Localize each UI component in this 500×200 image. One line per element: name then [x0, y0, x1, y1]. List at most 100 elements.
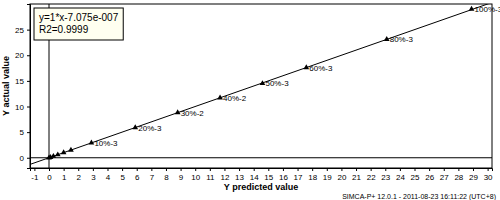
x-axis: -101234567891011121314151617181920212223…: [31, 168, 494, 182]
x-tick: 13: [235, 168, 244, 182]
x-tick-label: 30: [484, 173, 493, 182]
y-tick: 5: [20, 128, 30, 137]
x-tick-mark: [371, 168, 372, 171]
x-tick-mark: [385, 168, 386, 171]
chart: -101234567891011121314151617181920212223…: [0, 0, 500, 200]
y-tick-label: 10: [15, 103, 24, 112]
y-tick-mark: [27, 107, 30, 108]
x-tick-label: 19: [323, 173, 332, 182]
footer: SIMCA-P+ 12.0.1 - 2011-08-23 16:11:22 (U…: [342, 193, 496, 200]
x-tick-mark: [34, 168, 35, 171]
point: [175, 109, 181, 114]
y-tick: 25: [15, 26, 30, 35]
x-tick-mark: [473, 168, 474, 171]
x-tick-label: 0: [47, 173, 52, 182]
x-tick-mark: [239, 168, 240, 171]
x-tick: 12: [220, 168, 229, 182]
x-tick-label: 21: [352, 173, 361, 182]
fit-line: [30, 4, 492, 164]
x-tick-mark: [151, 168, 152, 171]
x-tick-label: 16: [279, 173, 288, 182]
point: [61, 149, 67, 154]
y-tick-label: 15: [15, 77, 24, 86]
point: [132, 124, 138, 129]
x-tick-mark: [400, 168, 401, 171]
point-label: 80%-3: [390, 35, 414, 44]
x-tick: 15: [264, 168, 273, 182]
x-tick-mark: [327, 168, 328, 171]
x-axis-line: [31, 169, 493, 172]
x-tick-label: 27: [440, 173, 449, 182]
y-tick-mark: [27, 158, 30, 159]
x-tick: 11: [206, 168, 215, 182]
x-tick-mark: [444, 168, 445, 171]
y-tick: 15: [15, 77, 30, 86]
x-tick-mark: [356, 168, 357, 171]
x-tick-label: 29: [469, 173, 478, 182]
point: [217, 95, 223, 100]
x-tick-mark: [107, 168, 108, 171]
x-tick: 20: [337, 168, 346, 182]
plot-area: -101234567891011121314151617181920212223…: [15, 2, 500, 181]
y-axis: 0 5 10 15 20 25: [15, 5, 30, 169]
y-tick-label: 25: [15, 26, 24, 35]
y-tick-label: 0: [20, 154, 25, 163]
x-tick: 21: [352, 168, 361, 182]
x-tick-label: 7: [150, 173, 155, 182]
x-tick-label: 5: [120, 173, 125, 182]
point-label: 30%-2: [181, 109, 205, 118]
x-tick-mark: [195, 168, 196, 171]
x-tick-mark: [137, 168, 138, 171]
point: [55, 151, 61, 156]
x-tick-mark: [181, 168, 182, 171]
x-tick-label: 2: [77, 173, 82, 182]
x-tick-label: 6: [135, 173, 140, 182]
y-tick-mark: [27, 81, 30, 82]
x-tick: 18: [308, 168, 317, 182]
x-tick: 23: [381, 168, 390, 182]
point-label: 10%-3: [94, 139, 118, 148]
point: [469, 6, 475, 11]
x-tick: 5: [120, 168, 125, 182]
x-tick-mark: [210, 168, 211, 171]
x-tick-label: 3: [91, 173, 96, 182]
x-tick-label: 26: [425, 173, 434, 182]
x-tick-mark: [429, 168, 430, 171]
x-tick-mark: [122, 168, 123, 171]
point-label: 60%-3: [309, 64, 333, 73]
x-tick-label: 20: [337, 173, 346, 182]
x-tick-mark: [166, 168, 167, 171]
x-tick: 25: [411, 168, 420, 182]
y-axis-line: [27, 5, 31, 169]
point: [68, 147, 74, 152]
x-tick-label: 28: [454, 173, 463, 182]
x-tick-label: 15: [264, 173, 273, 182]
x-tick: 22: [367, 168, 376, 182]
point-labels: 10%-320%-330%-240%-250%-360%-380%-3100%-…: [94, 5, 500, 148]
x-tick-label: 25: [411, 173, 420, 182]
point: [303, 64, 309, 69]
x-tick-label: 22: [367, 173, 376, 182]
x-tick-label: 13: [235, 173, 244, 182]
x-tick-label: 23: [381, 173, 390, 182]
x-tick-label: 17: [294, 173, 303, 182]
x-tick: 4: [106, 168, 111, 182]
x-tick: 30: [484, 168, 493, 182]
x-tick-mark: [224, 168, 225, 171]
point: [89, 140, 95, 145]
y-tick-mark: [27, 30, 30, 31]
x-tick-mark: [415, 168, 416, 171]
x-tick: 14: [250, 168, 259, 182]
x-tick: 24: [396, 168, 405, 182]
x-tick-mark: [93, 168, 94, 171]
y-tick-label: 20: [15, 51, 24, 60]
x-tick-label: 12: [220, 173, 229, 182]
x-tick-label: 10: [191, 173, 200, 182]
y-tick: 0: [20, 154, 30, 163]
y-tick-mark: [27, 55, 30, 56]
annotation-frame: [34, 8, 123, 40]
annotation: y=1*x-7.075e-007: [39, 12, 119, 23]
point: [51, 153, 57, 158]
x-tick: -1: [31, 168, 39, 182]
x-tick-label: 8: [164, 173, 169, 182]
